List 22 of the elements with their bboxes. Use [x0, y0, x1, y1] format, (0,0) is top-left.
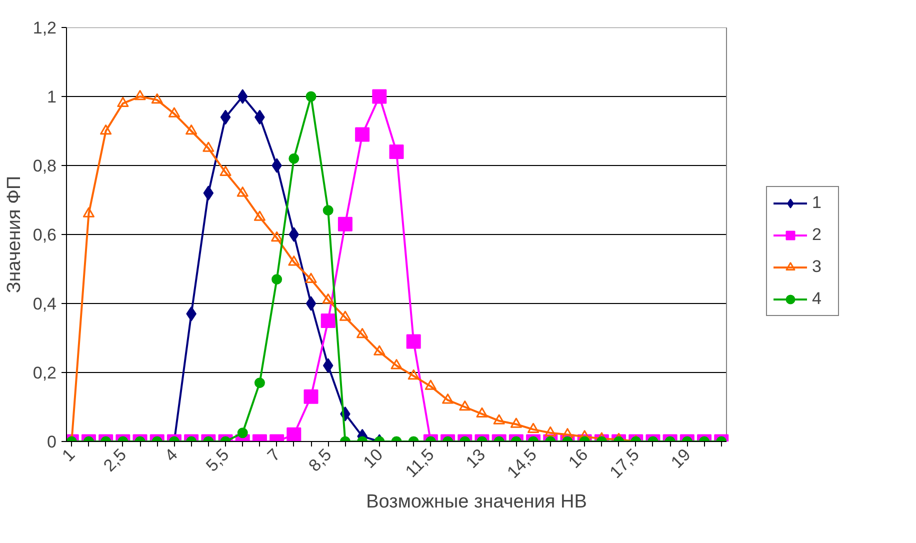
y-tick-label: 1,2	[32, 18, 57, 38]
x-axis-title: Возможные значения НВ	[366, 491, 587, 512]
x-tick-label: 16	[564, 445, 592, 472]
y-tick-label: 0,2	[32, 364, 57, 382]
x-tick-label: 13	[462, 445, 490, 472]
y-tick-label: 0	[47, 432, 57, 452]
legend-label: 2	[812, 225, 822, 245]
x-tick-label: 8,5	[305, 445, 336, 476]
y-axis-title: Значения ФП	[4, 176, 25, 294]
x-tick-label: 7	[264, 445, 284, 466]
x-tick-label: 10	[360, 445, 386, 472]
y-tick-label: 0,4	[32, 294, 57, 314]
x-tick-label: 19	[667, 445, 694, 472]
x-tick-label: 4	[161, 445, 182, 466]
x-tick-label: 5,5	[202, 445, 233, 476]
legend-label: 4	[812, 289, 822, 309]
y-tick-label: 0,8	[32, 156, 57, 176]
y-tick-label: 1	[47, 88, 57, 106]
y-tick-label: 0,6	[32, 226, 57, 244]
legend-label: 3	[812, 257, 822, 277]
legend-label: 1	[812, 193, 822, 213]
x-tick-label: 2,5	[100, 445, 130, 476]
